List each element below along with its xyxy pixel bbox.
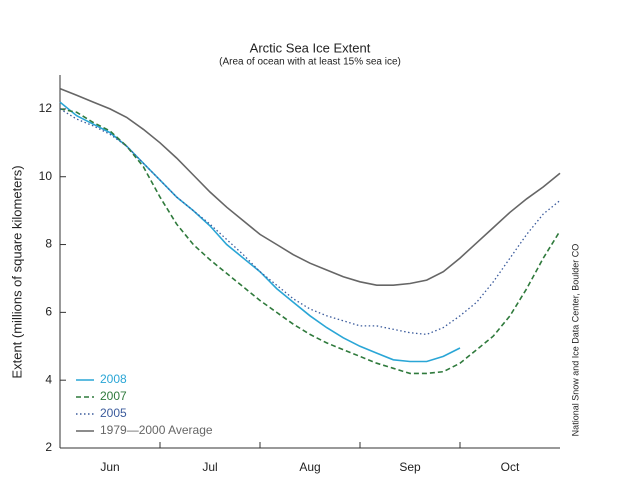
legend-label: 2008	[100, 372, 127, 386]
y-tick-label: 4	[45, 372, 52, 386]
y-tick-label: 6	[45, 305, 52, 319]
series-line	[59, 108, 561, 375]
chart-title: Arctic Sea Ice Extent	[250, 40, 371, 55]
y-tick-label: 10	[39, 169, 53, 183]
y-tick-label: 8	[45, 237, 52, 251]
legend-label: 1979—2000 Average	[100, 423, 213, 437]
source-note: National Snow and Ice Data Center, Bould…	[570, 244, 580, 437]
series-line	[59, 87, 561, 286]
y-axis-label: Extent (millions of square kilometers)	[9, 165, 24, 378]
x-tick-label: Oct	[501, 460, 520, 474]
y-tick-label: 2	[45, 440, 52, 454]
legend-label: 2005	[100, 406, 127, 420]
x-tick-label: Jul	[202, 460, 217, 474]
legend-label: 2007	[100, 389, 127, 403]
x-tick-label: Jun	[100, 460, 119, 474]
chart-subtitle: (Area of ocean with at least 15% sea ice…	[219, 57, 401, 68]
series-line	[59, 108, 561, 336]
x-tick-label: Sep	[399, 460, 421, 474]
x-tick-label: Aug	[299, 460, 320, 474]
y-tick-label: 12	[39, 101, 53, 115]
